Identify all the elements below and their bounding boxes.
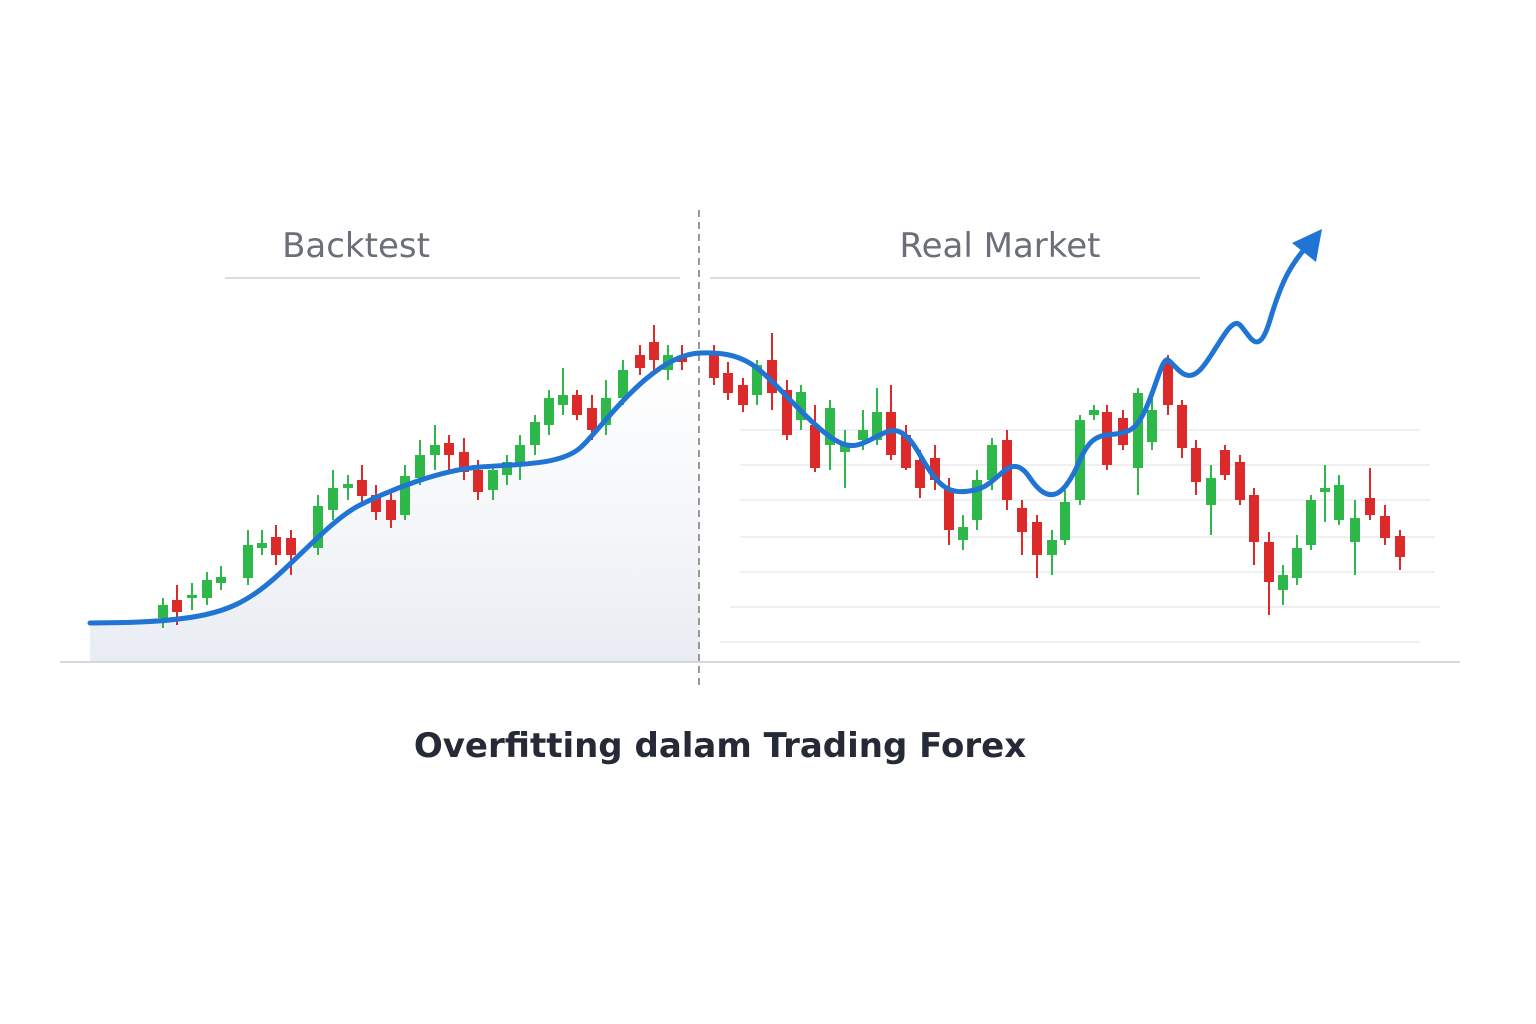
candle [1320, 465, 1330, 522]
candle [930, 445, 940, 490]
candle [1395, 530, 1405, 570]
candle [544, 390, 554, 435]
candle [572, 390, 582, 420]
candle [767, 333, 777, 410]
candle [1206, 465, 1216, 535]
candle [343, 475, 353, 500]
candle [558, 368, 568, 415]
candle [271, 525, 281, 565]
candle [502, 455, 512, 485]
candle [371, 485, 381, 520]
candle [649, 325, 659, 375]
candle [444, 435, 454, 470]
candle [243, 530, 253, 585]
candle [1264, 532, 1274, 615]
panel-label: Real Market [900, 226, 1101, 266]
candle [738, 378, 748, 412]
candle [530, 415, 540, 455]
candle [840, 430, 850, 488]
candle [1380, 505, 1390, 545]
candle [958, 515, 968, 550]
candle [723, 362, 733, 400]
candle [635, 345, 645, 375]
candle [1047, 530, 1057, 575]
candle [886, 385, 896, 460]
candle [286, 530, 296, 575]
candle [1177, 400, 1187, 458]
curve [87, 237, 1315, 626]
candle [1249, 488, 1259, 565]
candle [328, 470, 338, 520]
candle [810, 405, 820, 472]
candle [488, 465, 498, 500]
candle [400, 465, 410, 520]
candle [1163, 355, 1173, 415]
candle [187, 583, 197, 610]
candle [415, 440, 425, 485]
candle [257, 530, 267, 555]
candle [1235, 455, 1245, 505]
candle [202, 572, 212, 605]
candle [386, 490, 396, 528]
candle [357, 465, 367, 505]
candle [313, 495, 323, 555]
candle [216, 566, 226, 590]
candle [1017, 500, 1027, 555]
panel-label: Backtest [282, 226, 430, 266]
candle [515, 435, 525, 480]
candlesticks [158, 325, 1405, 628]
candle [1220, 445, 1230, 480]
candle [1306, 495, 1316, 550]
arrow-head [1292, 229, 1322, 262]
candle [1365, 468, 1375, 520]
candle [459, 438, 469, 480]
candle [782, 380, 792, 440]
candle [1334, 475, 1344, 525]
candle [1060, 490, 1070, 545]
candle [1278, 565, 1288, 605]
candle [1350, 500, 1360, 575]
candle [1292, 535, 1302, 585]
candle [1133, 388, 1143, 495]
caption: Overfitting dalam Trading Forex [414, 726, 1026, 766]
candle [1089, 405, 1099, 420]
candle [1032, 515, 1042, 578]
candle [1191, 440, 1201, 495]
candle [901, 425, 911, 470]
candle [972, 470, 982, 530]
candle [601, 380, 611, 435]
candle [430, 425, 440, 470]
